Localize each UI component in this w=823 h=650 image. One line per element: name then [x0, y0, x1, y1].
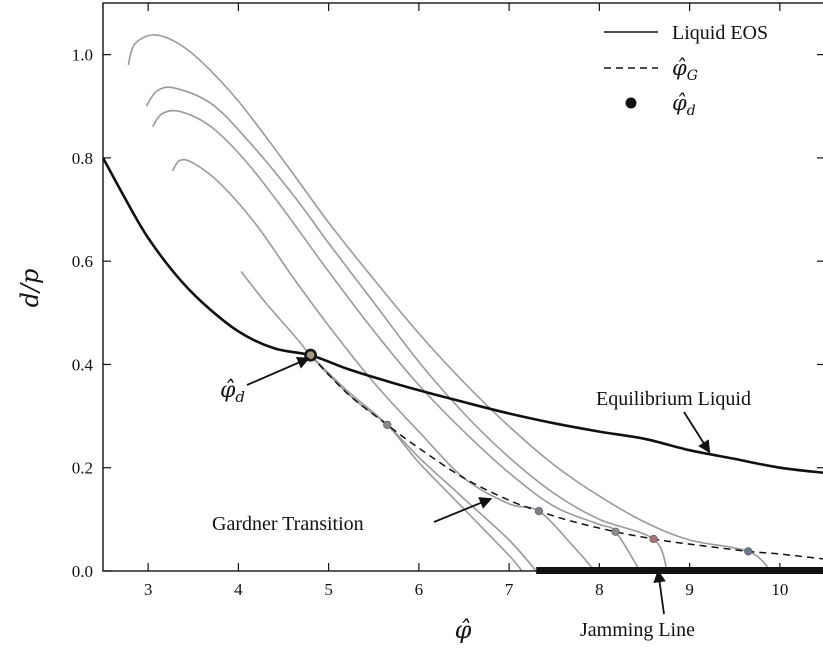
x-tick-label: 7	[505, 580, 514, 599]
phi-d-annotation-label: φ̂d	[220, 378, 245, 406]
x-tick-label: 10	[771, 580, 788, 599]
marker-layer	[304, 348, 823, 574]
series-line-compression-3	[310, 354, 523, 571]
series-layer	[103, 34, 823, 571]
series-line-compression-4	[171, 158, 596, 571]
plot-frame	[102, 2, 823, 572]
y-tick-label: 1.0	[72, 46, 93, 65]
jamming-line-label: Jamming Line	[580, 619, 695, 641]
gardner-point-1	[534, 507, 544, 516]
x-tick-label: 5	[324, 580, 333, 599]
gardner-point-4	[744, 547, 753, 556]
x-tick-label: 6	[415, 580, 424, 599]
gardner-transition-arrow	[433, 497, 493, 523]
x-tick-label: 3	[144, 580, 153, 599]
x-tick-label: 8	[595, 580, 604, 599]
x-axis-title: φ̂	[455, 616, 472, 644]
equilibrium-liquid-label: Equilibrium Liquid	[596, 388, 751, 410]
axis-layer: 3 4 5 6 7 8 9 10 0.0 0.2 0.4 0.6 0.8 1.0	[72, 3, 823, 599]
y-axis-title: d/p	[16, 269, 44, 308]
annotations: φ̂d Equilibrium Liquid Gardner Transitio…	[212, 356, 751, 641]
x-tick-label: 4	[234, 580, 243, 599]
legend-marker-dot	[625, 97, 637, 109]
x-tick-label: 9	[685, 580, 694, 599]
y-tick-label: 0.0	[72, 562, 93, 581]
legend-label-phi-g: φ̂G	[672, 56, 698, 84]
gardner-transition-label: Gardner Transition	[212, 513, 364, 535]
gardner-point-0	[383, 420, 392, 429]
y-tick-label: 0.8	[72, 149, 93, 168]
series-line-gardner	[310, 354, 823, 560]
gardner-point-3	[649, 534, 658, 544]
y-tick-label: 0.4	[72, 355, 94, 374]
legend-label-liquid-eos: Liquid EOS	[672, 22, 768, 44]
series-line-compression-5	[151, 109, 641, 571]
series-line-liquid-eos	[103, 157, 823, 474]
y-tick-label: 0.2	[72, 459, 93, 478]
legend: Liquid EOS φ̂G φ̂d	[604, 22, 768, 119]
jamming-line-arrow	[653, 569, 666, 615]
series-line-compression-7	[127, 34, 772, 571]
gardner-point-2	[611, 527, 620, 536]
y-tick-label: 0.6	[72, 252, 93, 271]
series-line-compression-6	[145, 86, 668, 571]
equilibrium-liquid-arrow	[683, 411, 711, 454]
legend-label-phi-d: φ̂d	[672, 91, 696, 119]
phi-d-arrow	[246, 356, 310, 386]
